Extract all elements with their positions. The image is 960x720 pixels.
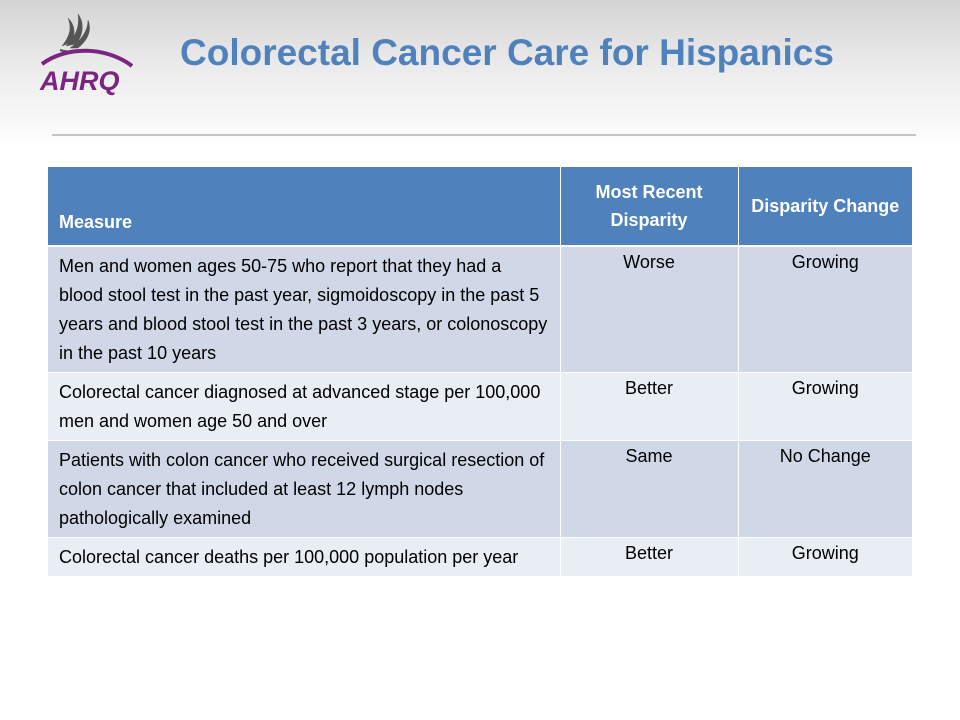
change-cell: No Change [737, 440, 912, 538]
title-divider [52, 134, 916, 136]
disparity-cell: Better [559, 372, 738, 441]
header-most-recent-disparity: Most Recent Disparity [559, 167, 738, 247]
svg-text:AHRQ: AHRQ [39, 66, 120, 96]
measure-cell: Colorectal cancer diagnosed at advanced … [48, 372, 560, 441]
disparity-cell: Same [559, 440, 738, 538]
change-cell: Growing [737, 537, 912, 576]
disparity-cell: Worse [559, 245, 738, 373]
measure-cell: Patients with colon cancer who received … [48, 440, 560, 538]
change-cell: Growing [737, 372, 912, 441]
disparity-cell: Better [559, 537, 738, 576]
header-disparity-change: Disparity Change [737, 167, 912, 247]
table-header-row: Measure Most Recent Disparity Disparity … [48, 167, 912, 247]
measure-cell: Colorectal cancer deaths per 100,000 pop… [48, 537, 560, 576]
page-title: Colorectal Cancer Care for Hispanics [180, 32, 834, 73]
ahrq-logo: AHRQ [36, 6, 140, 96]
table-row: Colorectal cancer deaths per 100,000 pop… [48, 537, 912, 576]
measure-cell: Men and women ages 50-75 who report that… [48, 245, 560, 373]
hhs-eagle-icon: AHRQ [39, 13, 134, 96]
table-row: Patients with colon cancer who received … [48, 440, 912, 538]
table-row: Colorectal cancer diagnosed at advanced … [48, 372, 912, 441]
disparity-table: Measure Most Recent Disparity Disparity … [48, 167, 912, 576]
header-measure: Measure [48, 167, 560, 247]
table-row: Men and women ages 50-75 who report that… [48, 245, 912, 373]
change-cell: Growing [737, 245, 912, 373]
